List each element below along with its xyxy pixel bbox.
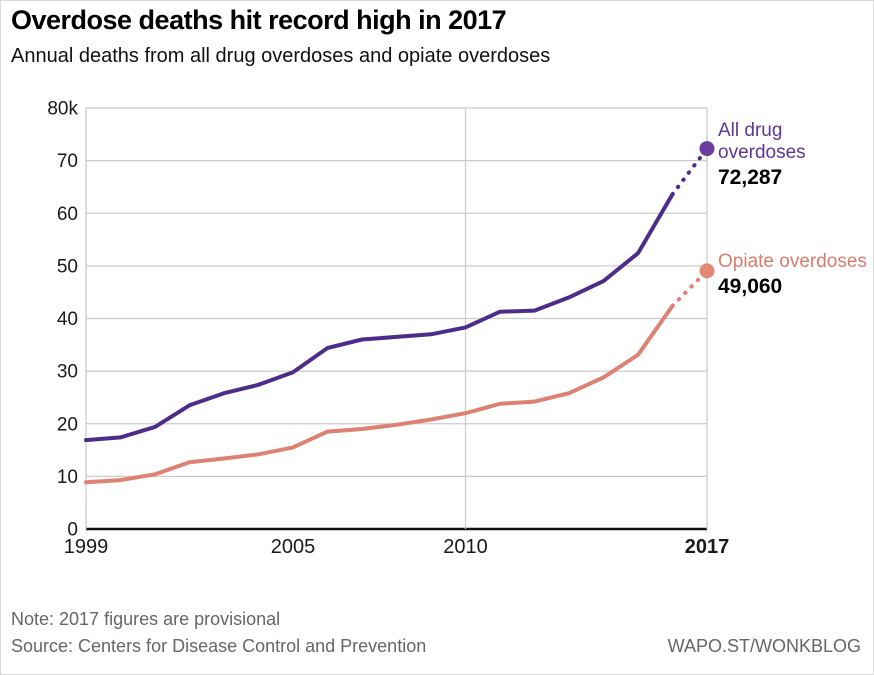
series-end-dot: [699, 263, 715, 279]
y-tick-label: 50: [57, 256, 78, 277]
y-tick-label: 40: [57, 309, 78, 330]
y-tick-label: 0: [67, 520, 78, 541]
y-tick-label: 20: [57, 414, 78, 435]
chart-subtitle: Annual deaths from all drug overdoses an…: [11, 45, 551, 67]
series-name-opiate-overdoses: Opiate overdoses: [718, 251, 867, 272]
y-tick-label: 30: [57, 362, 78, 383]
series-name-all-drug-overdoses: All drug overdoses: [718, 120, 806, 163]
y-tick-label: 80k: [47, 99, 78, 120]
series-line: [84, 303, 675, 485]
chart-title: Overdose deaths hit record high in 2017: [11, 5, 507, 35]
series-line: [84, 192, 675, 443]
series-line-provisional: [670, 268, 709, 308]
credit-line: WAPO.ST/WONKBLOG: [667, 636, 861, 656]
x-tick-label: 1999: [64, 536, 109, 558]
y-tick-label: 70: [57, 151, 78, 172]
footnote: Note: 2017 figures are provisional: [11, 609, 281, 629]
source-line: Source: Centers for Disease Control and …: [11, 636, 427, 656]
series-line-provisional: [670, 146, 709, 197]
y-tick-label: 10: [57, 467, 78, 488]
x-tick-label: 2017: [685, 536, 730, 558]
series-annotation-all-drug-overdoses: All drug overdoses 72,287: [718, 120, 873, 190]
series-annotation-opiate-overdoses: Opiate overdoses 49,060: [718, 251, 867, 299]
series-end-value-opiate-overdoses: 49,060: [718, 274, 783, 298]
x-tick-label: 2010: [443, 536, 488, 558]
series-end-value-all-drug-overdoses: 72,287: [718, 165, 783, 189]
y-tick-label: 60: [57, 204, 78, 225]
series-end-dot: [699, 141, 715, 157]
x-tick-label: 2005: [271, 536, 316, 558]
